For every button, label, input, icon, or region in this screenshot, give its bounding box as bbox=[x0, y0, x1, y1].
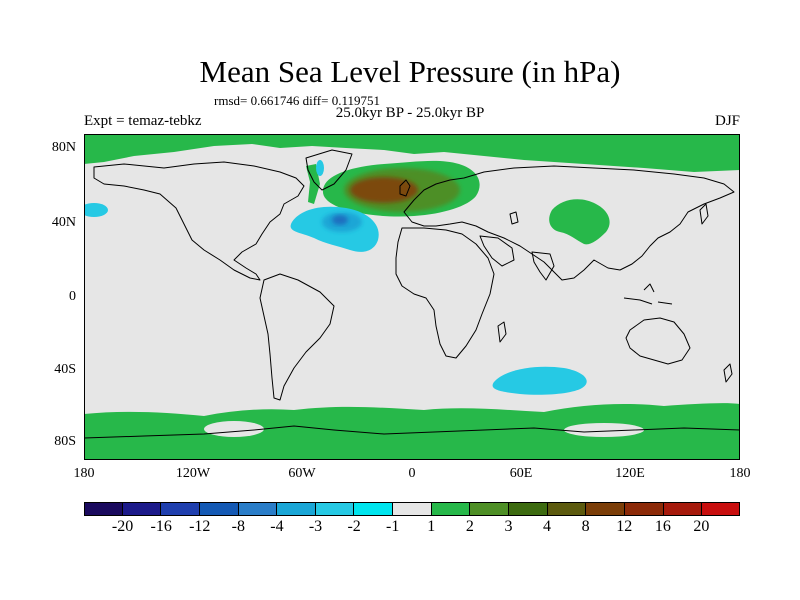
experiment-label: Expt = temaz-tebkz bbox=[84, 113, 202, 129]
pressure-map bbox=[84, 134, 740, 460]
indonesia-coast bbox=[623, 283, 673, 305]
colorbar-box-5 bbox=[277, 502, 316, 516]
lon-label-120e: 120E bbox=[615, 466, 645, 481]
colorbar-label-2: -12 bbox=[189, 518, 211, 535]
colorbar-label-3: -8 bbox=[231, 518, 245, 535]
lat-label-80n: 80N bbox=[51, 140, 76, 155]
colorbar-box-11 bbox=[509, 502, 548, 516]
north-atlantic-negative-center bbox=[332, 215, 348, 225]
colorbar-label-11: 4 bbox=[543, 518, 552, 535]
south-pacific-neutral-patch bbox=[204, 421, 264, 437]
lon-label-180-west: 180 bbox=[73, 466, 95, 481]
colorbar-label-10: 3 bbox=[504, 518, 513, 535]
australia-coast bbox=[625, 317, 691, 365]
central-asia-positive-region bbox=[549, 199, 610, 245]
map-frame bbox=[84, 134, 740, 460]
eurasia-coast bbox=[403, 165, 735, 281]
india-coast bbox=[531, 251, 555, 281]
colorbar-label-9: 2 bbox=[465, 518, 474, 535]
stats-label: rmsd= 0.661746 diff= 0.119751 bbox=[214, 93, 380, 108]
colorbar-label-8: 1 bbox=[427, 518, 436, 535]
south-america-coast bbox=[259, 273, 335, 401]
colorbar-box-0 bbox=[84, 502, 123, 516]
colorbar-box-1 bbox=[122, 502, 162, 516]
colorbar-box-7 bbox=[354, 502, 394, 516]
colorbar-box-10 bbox=[470, 502, 510, 516]
colorbar-box-16 bbox=[702, 502, 740, 516]
north-pacific-negative-region bbox=[84, 203, 108, 217]
arctic-positive-region bbox=[84, 134, 740, 172]
caspian-coast bbox=[509, 211, 519, 225]
colorbar-label-14: 16 bbox=[654, 518, 671, 535]
colorbar-box-15 bbox=[663, 502, 703, 516]
map-title: Mean Sea Level Pressure (in hPa) bbox=[199, 54, 621, 89]
colorbar-label-6: -2 bbox=[347, 518, 361, 535]
negative-anomaly-regions bbox=[84, 160, 587, 395]
japan-coast bbox=[699, 203, 709, 225]
colorbar-label-15: 20 bbox=[693, 518, 710, 535]
colorbar-label-1: -16 bbox=[150, 518, 172, 535]
lat-label-80s: 80S bbox=[54, 434, 76, 449]
lat-label-0: 0 bbox=[69, 289, 76, 304]
africa-coast bbox=[395, 227, 495, 359]
south-positive-band bbox=[84, 403, 740, 460]
colorbar-box-8 bbox=[393, 502, 432, 516]
lon-label-180-east: 180 bbox=[729, 466, 751, 481]
lon-label-60w: 60W bbox=[288, 466, 316, 481]
north-america-coast bbox=[93, 161, 305, 281]
colorbar-box-4 bbox=[238, 502, 278, 516]
new-zealand-coast bbox=[723, 363, 733, 383]
antarctica-coast bbox=[84, 425, 740, 439]
lon-label-0: 0 bbox=[408, 466, 416, 481]
colorbar-box-12 bbox=[547, 502, 587, 516]
lat-label-40n: 40N bbox=[51, 215, 76, 230]
season-label: DJF bbox=[714, 113, 740, 129]
colorbar-label-7: -1 bbox=[386, 518, 400, 535]
period-label: 25.0kyr BP - 25.0kyr BP bbox=[335, 105, 485, 121]
labrador-negative-patch bbox=[316, 160, 324, 176]
colorbar-box-9 bbox=[431, 502, 471, 516]
madagascar-coast bbox=[497, 321, 507, 343]
greenland-coast bbox=[305, 149, 353, 191]
colorbar-box-13 bbox=[586, 502, 625, 516]
colorbar-box-2 bbox=[161, 502, 200, 516]
colorbar bbox=[84, 502, 740, 516]
lon-label-60e: 60E bbox=[509, 466, 533, 481]
positive-core bbox=[204, 168, 644, 437]
uk-coast bbox=[399, 179, 411, 197]
colorbar-label-5: -3 bbox=[308, 518, 323, 535]
colorbar-label-4: -4 bbox=[270, 518, 284, 535]
atlantic-core-high bbox=[350, 177, 418, 203]
colorbar-label-0: -20 bbox=[111, 518, 134, 535]
south-indian-neutral-patch bbox=[564, 423, 644, 437]
arabia-coast bbox=[479, 235, 515, 267]
colorbar-label-12: 8 bbox=[581, 518, 590, 535]
colorbar-box-3 bbox=[199, 502, 239, 516]
colorbar-box-14 bbox=[624, 502, 664, 516]
colorbar-label-13: 12 bbox=[616, 518, 633, 535]
lon-label-120w: 120W bbox=[175, 466, 211, 481]
coastlines bbox=[84, 149, 740, 439]
south-indian-negative-region bbox=[492, 366, 587, 395]
lat-label-40s: 40S bbox=[54, 362, 76, 377]
colorbar-box-6 bbox=[315, 502, 355, 516]
